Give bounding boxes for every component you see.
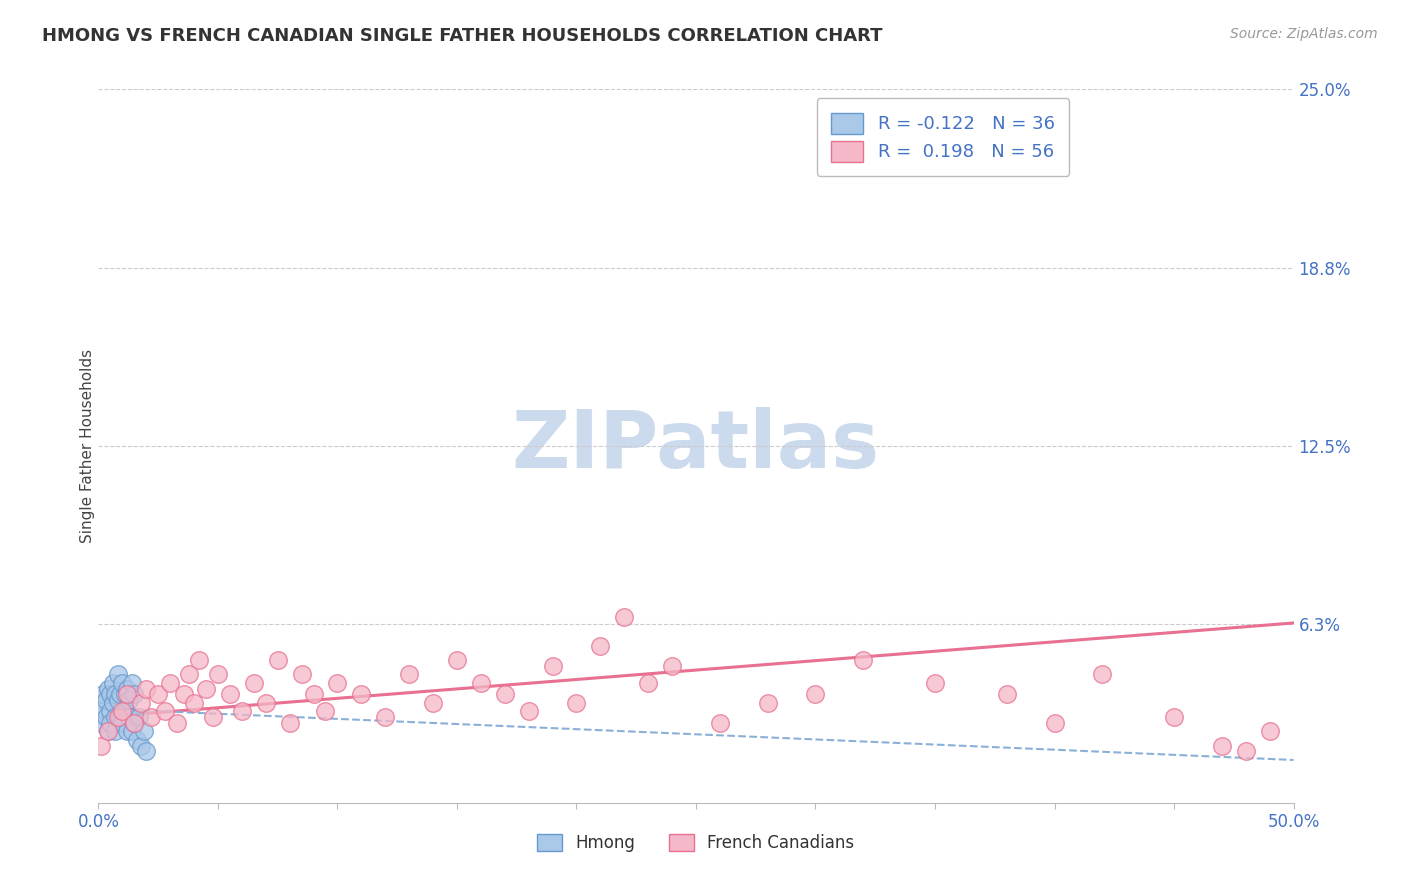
Point: [97, 724, 120, 739]
Point: [124, 687, 146, 701]
Point: [173, 687, 195, 701]
Point: [1043, 715, 1066, 730]
Point: [613, 610, 636, 624]
Point: [115, 681, 138, 696]
Point: [115, 724, 138, 739]
Point: [98, 715, 122, 730]
Point: [90, 715, 112, 730]
Point: [104, 724, 127, 739]
Point: [565, 696, 588, 710]
Point: [202, 710, 225, 724]
Point: [131, 696, 153, 710]
Point: [111, 676, 134, 690]
Point: [135, 744, 157, 758]
Point: [243, 676, 266, 690]
Point: [231, 705, 253, 719]
Point: [374, 710, 396, 724]
Point: [278, 715, 301, 730]
Point: [166, 715, 188, 730]
Point: [517, 705, 540, 719]
Point: [494, 687, 516, 701]
Point: [131, 739, 153, 753]
Point: [637, 676, 659, 690]
Point: [108, 710, 131, 724]
Point: [118, 693, 141, 707]
Point: [90, 739, 112, 753]
Point: [135, 681, 157, 696]
Point: [422, 696, 444, 710]
Point: [470, 676, 492, 690]
Point: [121, 724, 143, 739]
Point: [1258, 724, 1281, 739]
Point: [1091, 667, 1114, 681]
Legend: Hmong, French Canadians: Hmong, French Canadians: [531, 827, 860, 859]
Point: [114, 705, 136, 719]
Point: [148, 687, 170, 701]
Point: [195, 681, 218, 696]
Point: [107, 667, 129, 681]
Point: [661, 658, 683, 673]
Point: [114, 687, 136, 701]
Point: [104, 710, 127, 724]
Point: [1211, 739, 1233, 753]
Point: [398, 667, 420, 681]
Point: [207, 667, 229, 681]
Point: [101, 696, 124, 710]
Point: [91, 701, 114, 715]
Point: [111, 715, 134, 730]
Point: [98, 687, 122, 701]
Point: [118, 710, 141, 724]
Point: [302, 687, 325, 701]
Point: [91, 687, 114, 701]
Point: [124, 715, 146, 730]
Point: [94, 693, 117, 707]
Point: [446, 653, 468, 667]
Point: [108, 687, 131, 701]
Text: ZIPatlas: ZIPatlas: [512, 407, 880, 485]
Point: [115, 687, 138, 701]
Point: [132, 724, 155, 739]
Point: [589, 639, 612, 653]
Point: [254, 696, 277, 710]
Point: [98, 705, 122, 719]
Point: [219, 687, 242, 701]
Point: [121, 676, 143, 690]
Point: [804, 687, 827, 701]
Point: [125, 733, 148, 747]
Point: [756, 696, 779, 710]
Point: [267, 653, 290, 667]
Point: [1234, 744, 1257, 758]
Point: [159, 676, 181, 690]
Point: [97, 681, 120, 696]
Point: [291, 667, 314, 681]
Point: [541, 658, 564, 673]
Point: [94, 710, 117, 724]
Point: [179, 667, 201, 681]
Text: Source: ZipAtlas.com: Source: ZipAtlas.com: [1230, 27, 1378, 41]
Point: [107, 710, 129, 724]
Point: [139, 710, 162, 724]
Point: [995, 687, 1018, 701]
Point: [104, 687, 127, 701]
Text: HMONG VS FRENCH CANADIAN SINGLE FATHER HOUSEHOLDS CORRELATION CHART: HMONG VS FRENCH CANADIAN SINGLE FATHER H…: [42, 27, 883, 45]
Point: [852, 653, 875, 667]
Point: [709, 715, 731, 730]
Point: [97, 724, 120, 739]
Y-axis label: Single Father Households: Single Father Households: [80, 349, 94, 543]
Point: [183, 696, 205, 710]
Point: [111, 705, 134, 719]
Point: [924, 676, 946, 690]
Point: [107, 693, 129, 707]
Point: [187, 653, 209, 667]
Point: [155, 705, 177, 719]
Point: [326, 676, 349, 690]
Point: [101, 676, 124, 690]
Point: [124, 715, 146, 730]
Point: [350, 687, 373, 701]
Point: [1163, 710, 1185, 724]
Point: [315, 705, 337, 719]
Point: [128, 710, 150, 724]
